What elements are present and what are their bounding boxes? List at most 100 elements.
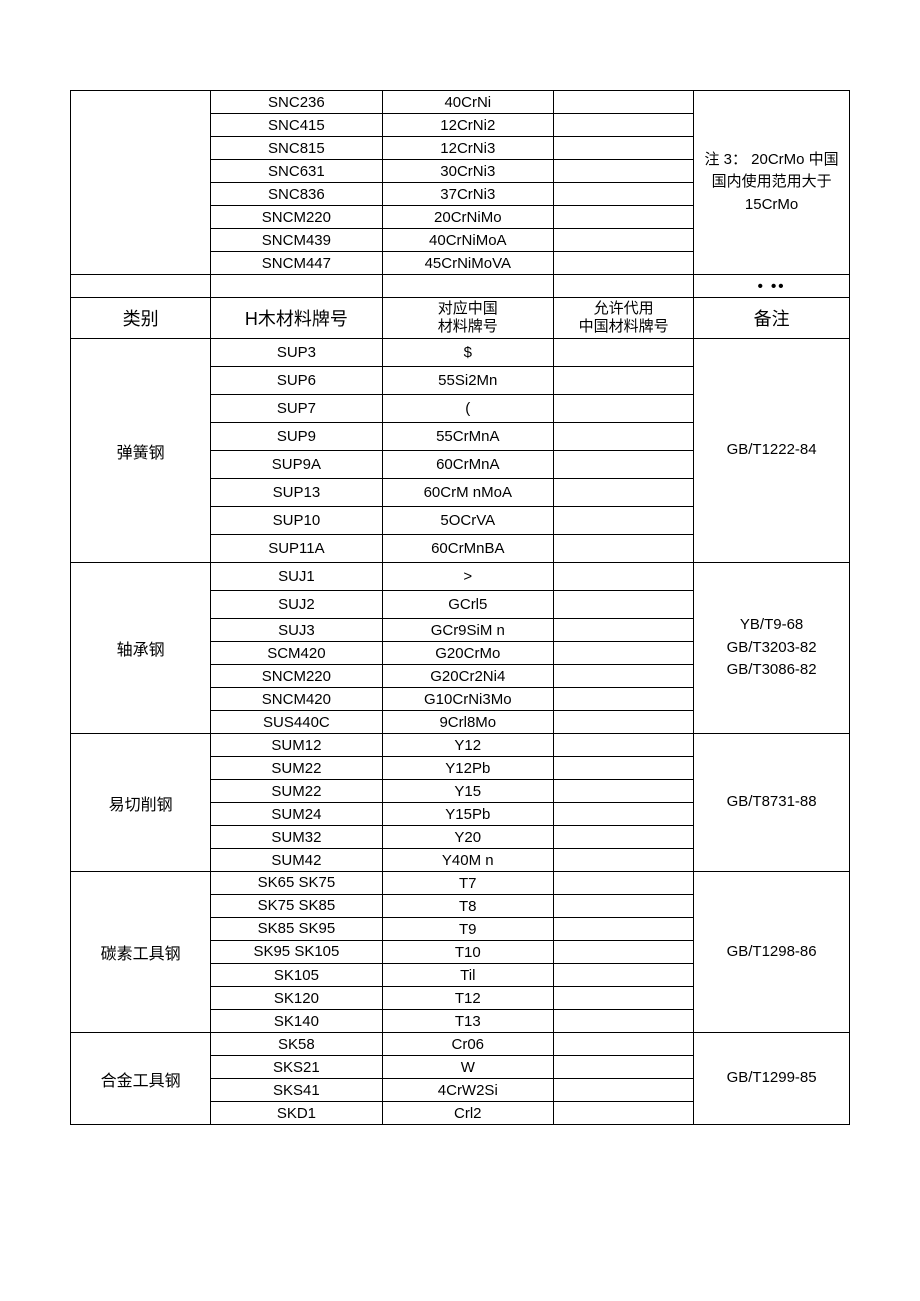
jp-grade-cell: SK105 <box>211 964 382 987</box>
table-row: 易切削钢SUM12Y12GB/T8731-88 <box>71 734 850 757</box>
cn-grade-cell: W <box>382 1056 553 1079</box>
allowed-cell <box>553 826 693 849</box>
cn-grade-cell: 55CrMnA <box>382 423 553 451</box>
jp-grade-cell: SK85 SK95 <box>211 918 382 941</box>
cn-grade-cell: T8 <box>382 895 553 918</box>
allowed-cell <box>553 1033 693 1056</box>
jp-grade-cell: SUP7 <box>211 395 382 423</box>
allowed-cell <box>553 160 693 183</box>
table-row: 轴承钢SUJ1>YB/T9-68GB/T3203-82GB/T3086-82 <box>71 563 850 591</box>
jp-grade-cell: SUJ3 <box>211 619 382 642</box>
cn-grade-cell: Y15Pb <box>382 803 553 826</box>
allowed-cell <box>553 91 693 114</box>
category-cell: 易切削钢 <box>71 734 211 872</box>
category-cell: 合金工具钢 <box>71 1033 211 1125</box>
allowed-cell <box>553 114 693 137</box>
allowed-cell <box>553 1079 693 1102</box>
jp-grade-cell: SK75 SK85 <box>211 895 382 918</box>
spacer <box>382 275 553 298</box>
remark-cell: GB/T1299-85 <box>694 1033 850 1125</box>
table-row: SNC23640CrNi注 3： 20CrMo 中国国内使用范用大于15CrMo <box>71 91 850 114</box>
allowed-cell <box>553 711 693 734</box>
cn-grade-cell: 9Crl8Mo <box>382 711 553 734</box>
allowed-cell <box>553 872 693 895</box>
allowed-cell <box>553 252 693 275</box>
header-cn: 对应中国材料牌号 <box>382 298 553 339</box>
allowed-cell <box>553 206 693 229</box>
allowed-cell <box>553 964 693 987</box>
cn-grade-cell: 20CrNiMo <box>382 206 553 229</box>
jp-grade-cell: SNC236 <box>211 91 382 114</box>
cn-grade-cell: T7 <box>382 872 553 895</box>
jp-grade-cell: SNCM420 <box>211 688 382 711</box>
jp-grade-cell: SK58 <box>211 1033 382 1056</box>
table-row: 弹簧钢SUP3$GB/T1222-84 <box>71 339 850 367</box>
category-cell: 弹簧钢 <box>71 339 211 563</box>
cn-grade-cell: $ <box>382 339 553 367</box>
table-row: 类别H木材料牌号对应中国材料牌号允许代用中国材料牌号备注 <box>71 298 850 339</box>
jp-grade-cell: SUM42 <box>211 849 382 872</box>
jp-grade-cell: SUM32 <box>211 826 382 849</box>
header-allowed: 允许代用中国材料牌号 <box>553 298 693 339</box>
allowed-cell <box>553 642 693 665</box>
spacer <box>71 275 211 298</box>
allowed-cell <box>553 395 693 423</box>
allowed-cell <box>553 183 693 206</box>
table-row: 碳素工具钢SK65 SK75T7GB/T1298-86 <box>71 872 850 895</box>
cn-grade-cell: T10 <box>382 941 553 964</box>
jp-grade-cell: SNC836 <box>211 183 382 206</box>
allowed-cell <box>553 1010 693 1033</box>
jp-grade-cell: SUP13 <box>211 479 382 507</box>
cn-grade-cell: Y12Pb <box>382 757 553 780</box>
header-jp: H木材料牌号 <box>211 298 382 339</box>
allowed-cell <box>553 535 693 563</box>
jp-grade-cell: SNCM447 <box>211 252 382 275</box>
allowed-cell <box>553 941 693 964</box>
cn-grade-cell: 55Si2Mn <box>382 367 553 395</box>
jp-grade-cell: SUP11A <box>211 535 382 563</box>
cn-grade-cell: 40CrNiMoA <box>382 229 553 252</box>
table-row: • •• <box>71 275 850 298</box>
allowed-cell <box>553 563 693 591</box>
jp-grade-cell: SUP9 <box>211 423 382 451</box>
jp-grade-cell: SKD1 <box>211 1102 382 1125</box>
jp-grade-cell: SK65 SK75 <box>211 872 382 895</box>
cn-grade-cell: > <box>382 563 553 591</box>
allowed-cell <box>553 137 693 160</box>
cn-grade-cell: Crl2 <box>382 1102 553 1125</box>
cn-grade-cell: 30CrNi3 <box>382 160 553 183</box>
cn-grade-cell: 40CrNi <box>382 91 553 114</box>
dots-cell: • •• <box>694 275 850 298</box>
allowed-cell <box>553 665 693 688</box>
jp-grade-cell: SNC415 <box>211 114 382 137</box>
category-cell: 碳素工具钢 <box>71 872 211 1033</box>
jp-grade-cell: SK120 <box>211 987 382 1010</box>
material-table: SNC23640CrNi注 3： 20CrMo 中国国内使用范用大于15CrMo… <box>70 90 850 1125</box>
allowed-cell <box>553 1102 693 1125</box>
jp-grade-cell: SUJ2 <box>211 591 382 619</box>
spacer <box>553 275 693 298</box>
cn-grade-cell: Cr06 <box>382 1033 553 1056</box>
allowed-cell <box>553 367 693 395</box>
cn-grade-cell: G10CrNi3Mo <box>382 688 553 711</box>
cn-grade-cell: Y12 <box>382 734 553 757</box>
cn-grade-cell: 4CrW2Si <box>382 1079 553 1102</box>
cn-grade-cell: Y40M n <box>382 849 553 872</box>
cn-grade-cell: GCrl5 <box>382 591 553 619</box>
jp-grade-cell: SCM420 <box>211 642 382 665</box>
allowed-cell <box>553 780 693 803</box>
jp-grade-cell: SUM12 <box>211 734 382 757</box>
jp-grade-cell: SUP9A <box>211 451 382 479</box>
jp-grade-cell: SK140 <box>211 1010 382 1033</box>
jp-grade-cell: SUM22 <box>211 780 382 803</box>
allowed-cell <box>553 591 693 619</box>
cn-grade-cell: G20CrMo <box>382 642 553 665</box>
allowed-cell <box>553 229 693 252</box>
jp-grade-cell: SUP10 <box>211 507 382 535</box>
allowed-cell <box>553 619 693 642</box>
cn-grade-cell: T13 <box>382 1010 553 1033</box>
cn-grade-cell: 5OCrVA <box>382 507 553 535</box>
category-cell: 轴承钢 <box>71 563 211 734</box>
remark-cell: GB/T1298-86 <box>694 872 850 1033</box>
jp-grade-cell: SK95 SK105 <box>211 941 382 964</box>
